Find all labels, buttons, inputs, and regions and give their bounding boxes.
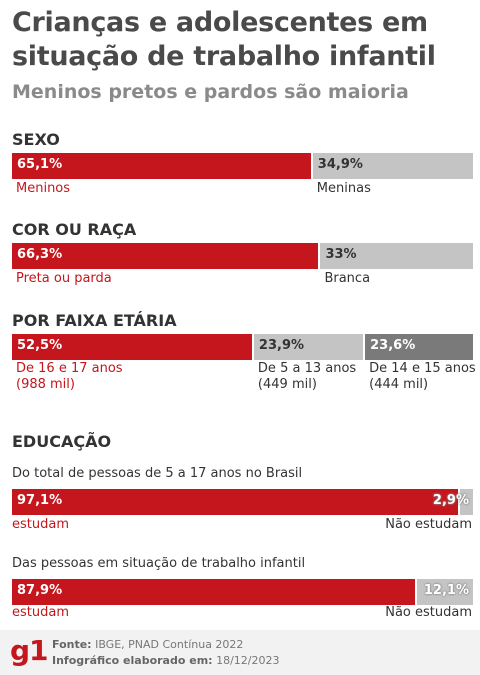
caption-5-13-name: De 5 a 13 anos — [257, 361, 357, 376]
footer: g1 Fonte: IBGE, PNAD Contínua 2022 Infog… — [0, 630, 480, 675]
bar-estudam-trabalho: 87,9% — [12, 579, 416, 605]
bar-meninos: 65,1% — [12, 153, 311, 179]
caption-14-15: De 14 e 15 anos (444 mil) — [369, 361, 476, 393]
bar-value-label: 34,9% — [317, 157, 363, 172]
caption-estudam-total: estudam — [12, 517, 69, 532]
bar-value-label: 66,3% — [17, 247, 63, 262]
caption-5-13-detail: (449 mil) — [257, 377, 317, 392]
source-label: Fonte: — [52, 638, 92, 651]
education-note-trabalho: Das pessoas em situação de trabalho infa… — [12, 556, 306, 571]
caption-preta-parda: Preta ou parda — [16, 271, 112, 286]
bar-estudam-total: 97,1% — [12, 489, 458, 515]
caption-nao-estudam-trabalho: Não estudam — [385, 605, 472, 620]
date-value: 18/12/2023 — [216, 654, 280, 667]
date-line: Infográfico elaborado em: 18/12/2023 — [52, 654, 279, 667]
bar-value-label: 33% — [325, 247, 357, 262]
caption-nao-estudam-total: Não estudam — [385, 517, 472, 532]
bar-branca: 33% — [320, 243, 473, 269]
bar-value-label: 65,1% — [17, 157, 63, 172]
caption-branca: Branca — [324, 271, 371, 286]
caption-14-15-name: De 14 e 15 anos — [369, 361, 476, 376]
caption-16-17-detail: (988 mil) — [16, 377, 75, 392]
g1-logo: g1 — [10, 634, 49, 667]
bar-value-label: 12,1% — [423, 583, 469, 598]
date-label: Infográfico elaborado em: — [52, 654, 213, 667]
bar-value-label: 97,1% — [17, 493, 63, 508]
bar-5-13: 23,9% — [253, 334, 364, 360]
caption-5-13: De 5 a 13 anos (449 mil) — [258, 361, 356, 393]
chart-title: Crianças e adolescentes em situação de t… — [12, 7, 436, 72]
bar-value-label: 23,6% — [370, 338, 416, 353]
bar-14-15: 23,6% — [365, 334, 473, 360]
bar-nao-estudam-total: 2,9% — [433, 489, 473, 515]
bar-preta-parda: 66,3% — [12, 243, 319, 269]
section-title-educacao: EDUCAÇÃO — [12, 432, 112, 451]
bar-value-label: 87,9% — [17, 583, 63, 598]
bar-value-label: 23,9% — [258, 338, 305, 353]
bar-16-17: 52,5% — [12, 334, 252, 360]
section-title-sexo: SEXO — [12, 130, 60, 149]
source-line: Fonte: IBGE, PNAD Contínua 2022 — [52, 638, 243, 651]
bar-value-label: 52,5% — [17, 338, 63, 353]
caption-16-17-name: De 16 e 17 anos — [16, 361, 123, 376]
chart-subtitle: Meninos pretos e pardos são maioria — [12, 81, 409, 103]
bar-meninas: 34,9% — [312, 153, 473, 179]
section-title-faixa: POR FAIXA ETÁRIA — [12, 311, 177, 330]
bar-value-label: 2,9% — [432, 493, 469, 508]
caption-estudam-trabalho: estudam — [12, 605, 69, 620]
source-value: IBGE, PNAD Contínua 2022 — [95, 638, 244, 651]
caption-14-15-detail: (444 mil) — [369, 377, 429, 392]
caption-meninas: Meninas — [316, 181, 371, 196]
caption-16-17: De 16 e 17 anos (988 mil) — [16, 361, 123, 393]
bar-nao-estudam-trabalho: 12,1% — [417, 579, 473, 605]
caption-meninos: Meninos — [16, 181, 71, 196]
section-title-cor: COR OU RAÇA — [12, 220, 137, 239]
education-note-total: Do total de pessoas de 5 a 17 anos no Br… — [12, 466, 303, 481]
